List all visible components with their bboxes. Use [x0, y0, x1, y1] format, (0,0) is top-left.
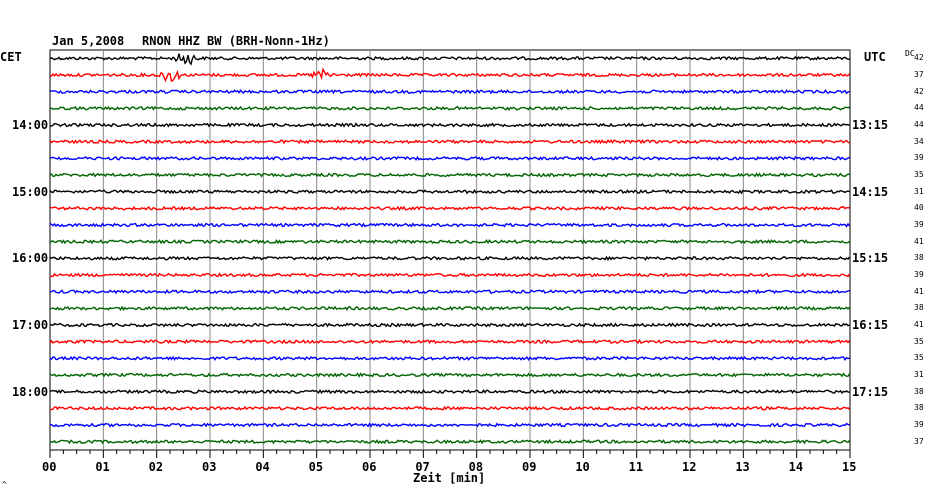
dc-offset-label: 38	[914, 253, 924, 263]
trace-line	[49, 322, 850, 328]
dc-offset-label: 35	[914, 353, 924, 363]
dc-offset-label: 44	[914, 103, 924, 113]
x-tick-label: 08	[468, 460, 484, 474]
dc-offset-label: 37	[914, 436, 924, 446]
dc-offset-label: 44	[914, 120, 924, 129]
dc-offset-label: 38	[914, 303, 924, 313]
dc-offset-label: 38	[914, 403, 924, 413]
corner-mark: ^	[2, 480, 7, 489]
trace-line	[49, 105, 850, 111]
dc-label: DC	[905, 49, 915, 58]
left-timezone: CET	[0, 50, 22, 64]
dc-offset-label: 39	[914, 153, 924, 163]
x-axis-label: Zeit [min]	[413, 471, 486, 485]
x-tick-label: 07	[415, 460, 430, 474]
x-tick-label: 01	[95, 460, 110, 474]
trace-line	[49, 188, 850, 195]
dc-offset-label: 41	[914, 286, 924, 296]
trace-line	[49, 355, 850, 362]
trace-line	[49, 172, 850, 178]
x-tick-label: 04	[255, 460, 270, 474]
dc-offset-label: 38	[914, 386, 924, 396]
header-date: Jan 5,2008	[52, 34, 125, 48]
dc-offset-label: 39	[914, 220, 924, 229]
dc-offset-label: 41	[914, 320, 924, 329]
right-hour-label: 17:15	[852, 384, 889, 399]
trace-line	[49, 305, 851, 312]
dc-offset-label: 40	[914, 203, 924, 213]
x-tick-label: 09	[522, 460, 537, 474]
dc-offset-label: 31	[914, 186, 924, 196]
trace-line	[49, 405, 851, 412]
trace-line	[49, 288, 850, 295]
trace-line	[49, 389, 850, 395]
x-tick-label: 14	[788, 460, 804, 474]
trace-line	[49, 222, 851, 228]
chart-title: RNON HHZ BW (BRH-Nonn-1Hz)	[142, 34, 330, 48]
left-hour-label: 14:00	[12, 118, 49, 132]
x-tick-label: 06	[362, 460, 377, 474]
dc-offset-label: 41	[914, 236, 924, 246]
trace-line	[49, 255, 851, 262]
right-hour-label: 16:15	[852, 318, 889, 332]
trace-line	[49, 372, 851, 378]
dc-offset-label: 42	[914, 86, 924, 96]
trace-line	[49, 439, 851, 445]
x-tick-label: 00	[42, 460, 57, 474]
right-timezone: UTC	[864, 50, 886, 64]
left-hour-label: 15:00	[12, 184, 49, 199]
x-tick-label: 10	[575, 460, 590, 474]
x-tick-label: 13	[735, 460, 750, 474]
x-tick-label: 11	[628, 460, 644, 474]
dc-offset-label: 31	[914, 370, 924, 379]
trace-line	[49, 238, 850, 245]
dc-offset-label: 34	[914, 136, 924, 146]
x-tick-label: 15	[842, 460, 857, 474]
dc-offset-label: 35	[914, 336, 924, 346]
trace-line	[49, 88, 850, 95]
dc-offset-label: 35	[914, 170, 924, 179]
left-hour-label: 16:00	[12, 251, 49, 266]
trace-line	[49, 338, 851, 345]
x-tick-label: 02	[148, 460, 164, 474]
right-hour-label: 13:15	[852, 118, 889, 132]
dc-offset-label: 39	[914, 270, 924, 279]
trace-line	[49, 139, 850, 145]
trace-line	[49, 53, 850, 66]
trace-line	[49, 67, 851, 83]
trace-line	[49, 205, 850, 212]
right-hour-label: 15:15	[852, 251, 889, 266]
trace-line	[49, 272, 851, 278]
trace-line	[49, 155, 850, 161]
x-tick-label: 12	[682, 460, 697, 474]
trace-line	[49, 422, 850, 428]
x-tick-label: 05	[308, 460, 324, 474]
dc-offset-label: 37	[914, 70, 924, 79]
dc-offset-label: 42	[914, 53, 924, 63]
left-hour-label: 18:00	[12, 384, 49, 399]
dc-offset-label: 39	[914, 420, 924, 429]
right-hour-label: 14:15	[852, 184, 889, 199]
trace-line	[49, 122, 850, 128]
left-hour-label: 17:00	[12, 318, 49, 332]
x-tick-label: 03	[202, 460, 217, 474]
